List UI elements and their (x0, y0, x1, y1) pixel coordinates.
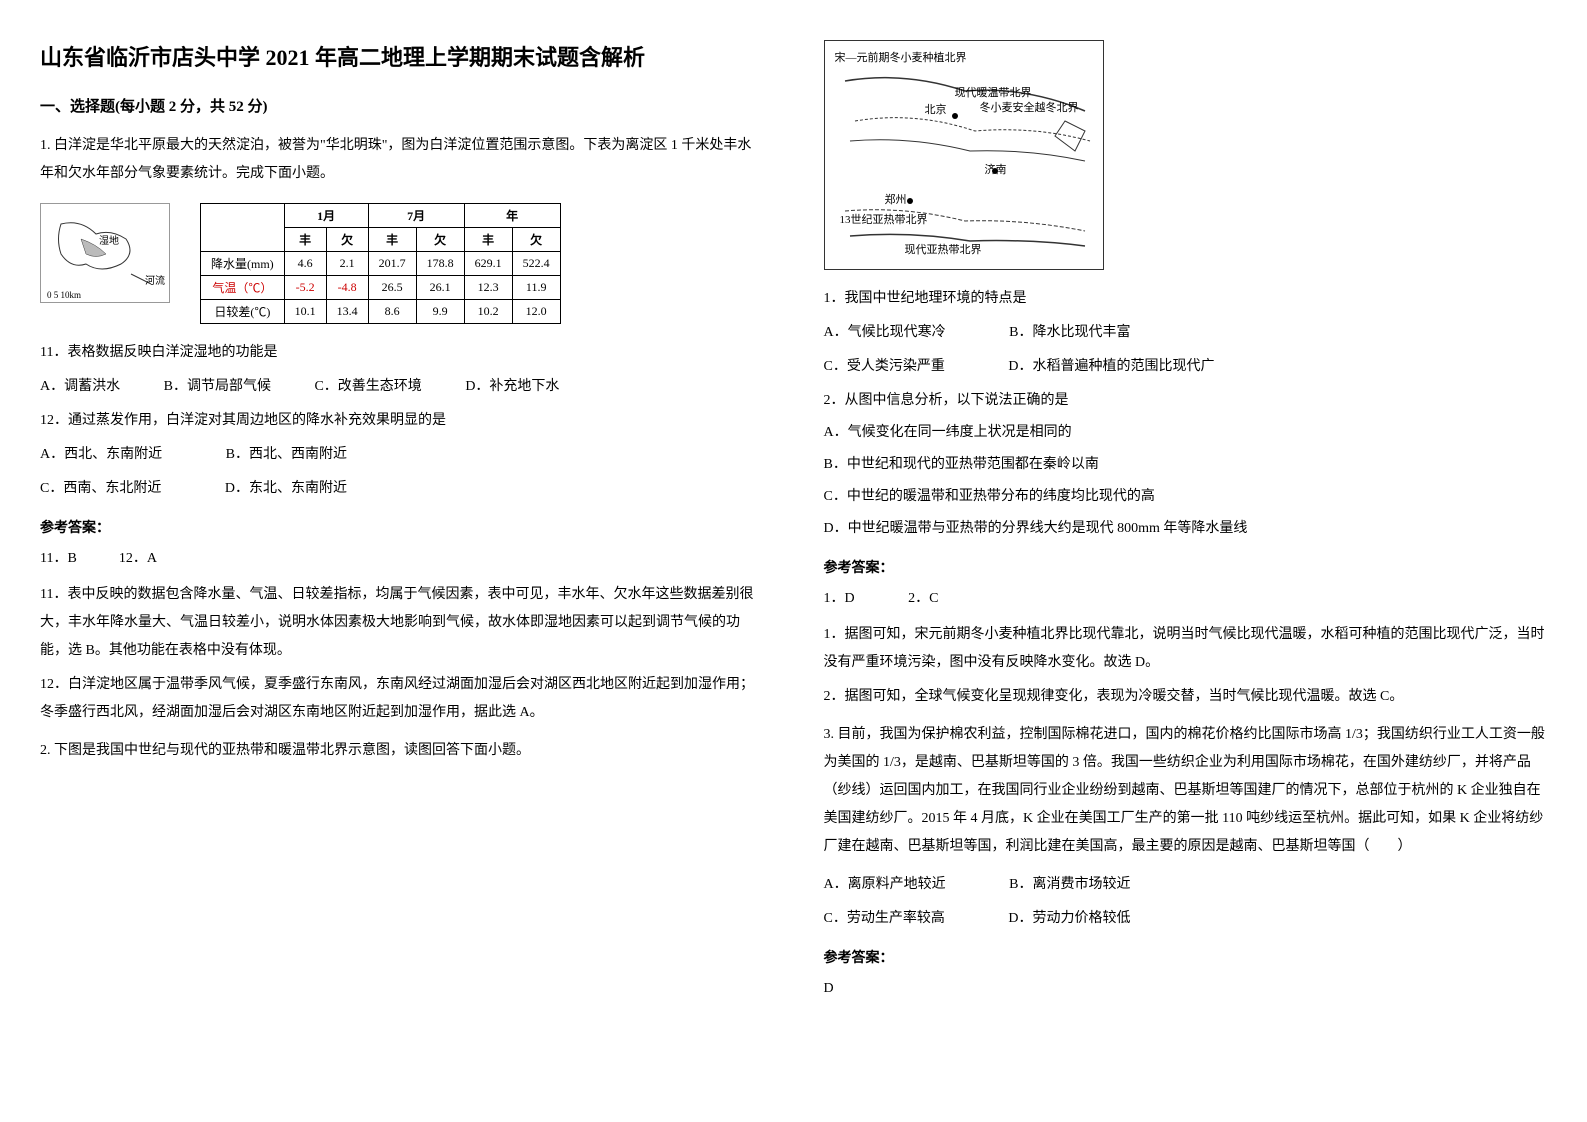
q3-intro: 3. 目前，我国为保护棉农利益，控制国际棉花进口，国内的棉花价格约比国际市场高 … (824, 721, 1548, 861)
q1-sub11: 11．表格数据反映白洋淀湿地的功能是 (40, 339, 764, 367)
th-year: 年 (464, 204, 560, 228)
answer-header: 参考答案： (40, 517, 764, 537)
q3-answer: D (824, 975, 1548, 1003)
th-qian3: 欠 (512, 228, 560, 252)
page-container: 山东省临沂市店头中学 2021 年高二地理上学期期末试题含解析 一、选择题(每小… (40, 40, 1547, 1011)
map-l3: 冬小麦安全越冬北界 (980, 99, 1079, 115)
opt-a: A．调蓄洪水 (40, 373, 120, 401)
q1-exp11: 11．表中反映的数据包含降水量、气温、日较差指标，均属于气候因素，表中可见，丰水… (40, 581, 764, 665)
opt-b: B．调节局部气候 (164, 373, 271, 401)
ans1: 1．D (824, 585, 855, 613)
opt-a: A．西北、东南附近 (40, 441, 162, 469)
q1-opts12: A．西北、东南附近 B．西北、西南附近 (40, 441, 764, 469)
q1-sub12: 12．通过蒸发作用，白洋淀对其周边地区的降水补充效果明显的是 (40, 407, 764, 435)
opt-a: A．离原料产地较近 (824, 871, 946, 899)
table-row: 气温（℃） -5.2 -4.8 26.5 26.1 12.3 11.9 (201, 276, 561, 300)
q2-sub1: 1．我国中世纪地理环境的特点是 (824, 285, 1548, 313)
opt-b: B．中世纪和现代的亚热带范围都在秦岭以南 (824, 451, 1548, 479)
document-title: 山东省临沂市店头中学 2021 年高二地理上学期期末试题含解析 (40, 40, 764, 75)
opt-a: A．气候比现代寒冷 (824, 319, 946, 347)
table-row: 降水量(mm) 4.6 2.1 201.7 178.8 629.1 522.4 (201, 252, 561, 276)
q1-data-table: 1月 7月 年 丰 欠 丰 欠 丰 欠 降水量(mm) 4.6 2.1 201.… (200, 203, 561, 324)
th-qian1: 欠 (326, 228, 368, 252)
q2-answers: 1．D 2．C (824, 585, 1548, 613)
th-feng3: 丰 (464, 228, 512, 252)
opt-d: D．中世纪暖温带与亚热带的分界线大约是现代 800mm 年等降水量线 (824, 515, 1548, 543)
ans2: 2．C (908, 585, 938, 613)
map-label-river: 河流 (145, 272, 165, 287)
q2-opts1-r2: C．受人类污染严重 D．水稻普遍种植的范围比现代广 (824, 353, 1548, 381)
opt-d: D．水稻普遍种植的范围比现代广 (1008, 353, 1214, 381)
opt-b: B．西北、西南附近 (226, 441, 347, 469)
q2-exp1: 1．据图可知，宋元前期冬小麦种植北界比现代靠北，说明当时气候比现代温暖，水稻可种… (824, 621, 1548, 677)
q1-opts11: A．调蓄洪水 B．调节局部气候 C．改善生态环境 D．补充地下水 (40, 373, 764, 401)
opt-d: D．东北、东南附近 (225, 475, 347, 503)
map-l5: 济南 (985, 161, 1007, 177)
th-qian2: 欠 (416, 228, 464, 252)
map-l7: 13世纪亚热带北界 (840, 211, 928, 227)
q1-intro: 1. 白洋淀是华北平原最大的天然淀泊，被誉为"华北明珠"，图为白洋淀位置范围示意… (40, 132, 764, 188)
map-label-wetland: 湿地 (99, 232, 119, 247)
map-scale: 0 5 10km (47, 290, 81, 300)
opt-c: C．受人类污染严重 (824, 353, 945, 381)
map-l8: 现代亚热带北界 (905, 241, 982, 257)
q1-map: 湿地 河流 0 5 10km (40, 203, 170, 303)
opt-a: A．气候变化在同一纬度上状况是相同的 (824, 419, 1548, 447)
th-feng1: 丰 (284, 228, 326, 252)
opt-c: C．劳动生产率较高 (824, 905, 945, 933)
opt-d: D．劳动力价格较低 (1008, 905, 1130, 933)
map-l1: 宋—元前期冬小麦种植北界 (835, 49, 967, 65)
opt-c: C．改善生态环境 (314, 373, 421, 401)
opt-d: D．补充地下水 (465, 373, 559, 401)
q1-figure-row: 湿地 河流 0 5 10km 1月 7月 年 丰 欠 丰 欠 丰 欠 (40, 203, 764, 324)
q1-exp12: 12．白洋淀地区属于温带季风气候，夏季盛行东南风，东南风经过湖面加湿后会对湖区西… (40, 671, 764, 727)
q2-opts1-r1: A．气候比现代寒冷 B．降水比现代丰富 (824, 319, 1548, 347)
q1-opts12-row2: C．西南、东北附近 D．东北、东南附近 (40, 475, 764, 503)
right-column: 宋—元前期冬小麦种植北界 现代暖温带北界 冬小麦安全越冬北界 北京 济南 郑州 … (824, 40, 1548, 1011)
table-row: 日较差(℃) 10.1 13.4 8.6 9.9 10.2 12.0 (201, 300, 561, 324)
opt-b: B．离消费市场较近 (1009, 871, 1130, 899)
th-feng2: 丰 (368, 228, 416, 252)
opt-c: C．西南、东北附近 (40, 475, 161, 503)
answer-header: 参考答案： (824, 557, 1548, 577)
th-jul: 7月 (368, 204, 464, 228)
th-jan: 1月 (284, 204, 368, 228)
section-header: 一、选择题(每小题 2 分，共 52 分) (40, 95, 764, 116)
q2-intro: 2. 下图是我国中世纪与现代的亚热带和暖温带北界示意图，读图回答下面小题。 (40, 737, 764, 765)
opt-c: C．中世纪的暖温带和亚热带分布的纬度均比现代的高 (824, 483, 1548, 511)
map-l4: 北京 (925, 101, 947, 117)
q3-opts-r1: A．离原料产地较近 B．离消费市场较近 (824, 871, 1548, 899)
q2-exp2: 2．据图可知，全球气候变化呈现规律变化，表现为冷暖交替，当时气候比现代温暖。故选… (824, 683, 1548, 711)
opt-b: B．降水比现代丰富 (1009, 319, 1130, 347)
q2-sub2: 2．从图中信息分析，以下说法正确的是 (824, 387, 1548, 415)
map-l2: 现代暖温带北界 (955, 84, 1032, 100)
map-l6: 郑州 (885, 191, 907, 207)
q2-map: 宋—元前期冬小麦种植北界 现代暖温带北界 冬小麦安全越冬北界 北京 济南 郑州 … (824, 40, 1104, 270)
answer-header: 参考答案： (824, 947, 1548, 967)
q3-opts-r2: C．劳动生产率较高 D．劳动力价格较低 (824, 905, 1548, 933)
left-column: 山东省临沂市店头中学 2021 年高二地理上学期期末试题含解析 一、选择题(每小… (40, 40, 764, 1011)
q1-answer: 11．B 12．A (40, 545, 764, 573)
